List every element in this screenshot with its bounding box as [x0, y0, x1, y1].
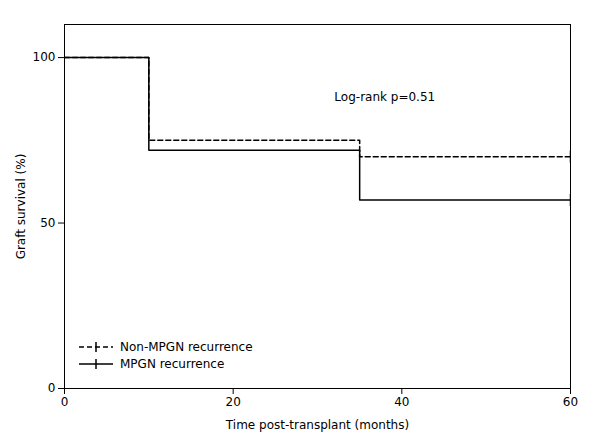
svg-text:Log-rank p=0.51: Log-rank p=0.51: [334, 90, 435, 104]
svg-text:50: 50: [40, 216, 55, 230]
html-text:Non-MPGN recurrence: Non-MPGN recurrence: [120, 340, 253, 354]
svg-text:40: 40: [394, 395, 409, 409]
svg-text:20: 20: [226, 395, 241, 409]
svg-text:Graft survival (%): Graft survival (%): [14, 154, 28, 260]
svg-text:Time post-transplant (months): Time post-transplant (months): [225, 418, 409, 432]
svg-text:60: 60: [563, 395, 578, 409]
svg-text:0: 0: [61, 395, 69, 409]
svg-text:100: 100: [33, 50, 56, 64]
svg-text:0: 0: [48, 381, 56, 395]
html-text:MPGN recurrence: MPGN recurrence: [120, 357, 225, 371]
